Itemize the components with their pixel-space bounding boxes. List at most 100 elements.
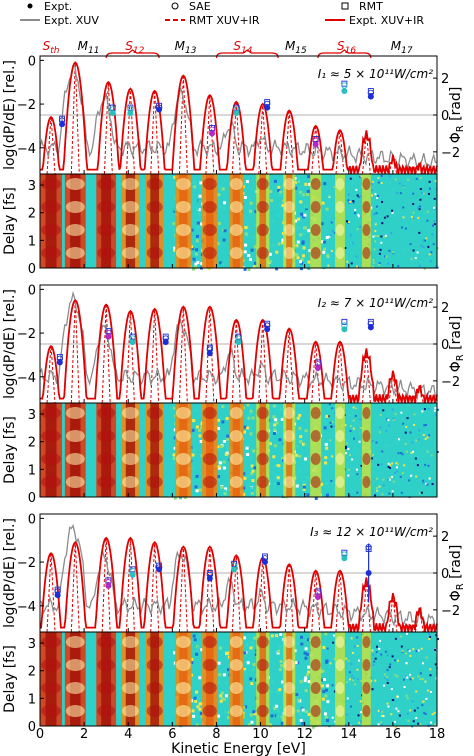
heatmap-noise-cell	[324, 461, 328, 465]
heatmap-noise-cell	[321, 669, 325, 673]
heatmap-noise-cell	[197, 212, 201, 216]
heatmap-oscillation	[175, 705, 191, 717]
legend-label: RMT XUV+IR	[189, 14, 260, 27]
heatmap-noise-cell	[373, 660, 376, 663]
heatmap-noise-cell	[331, 230, 334, 233]
expt-phase-marker	[127, 110, 134, 117]
heatmap-noise-cell	[226, 444, 230, 448]
heatmap-noise-cell	[400, 491, 403, 494]
heatmap-noise-cell	[377, 423, 380, 426]
heatmap-noise-cell	[385, 255, 388, 258]
heatmap-oscillation	[362, 178, 371, 190]
heatmap-noise-cell	[375, 487, 378, 490]
heatmap-noise-cell	[370, 464, 373, 467]
heatmap-noise-cell	[429, 455, 432, 458]
heatmap-oscillation	[121, 407, 139, 419]
heatmap-noise-cell	[352, 200, 355, 203]
heatmap-noise-cell	[391, 698, 394, 701]
heatmap-oscillation	[256, 201, 269, 213]
heatmap-noise-cell	[192, 257, 196, 261]
heatmap-noise-cell	[376, 489, 379, 492]
heatmap-noise-cell	[360, 464, 363, 467]
heatmap-noise-cell	[426, 219, 429, 222]
heatmap-noise-cell	[350, 705, 353, 708]
heatmap-oscillation	[146, 407, 163, 419]
heatmap-noise-cell	[226, 716, 230, 720]
heatmap-noise-cell	[379, 426, 382, 429]
heatmap-noise-cell	[244, 232, 248, 236]
heatmap-noise-cell	[225, 417, 229, 421]
heatmap-noise-cell	[436, 638, 439, 641]
heatmap-oscillation	[256, 682, 269, 694]
heatmap-noise-cell	[216, 267, 220, 271]
heatmap-y-tick-label: 2	[28, 436, 36, 451]
intensity-label: I₂ ≈ 7 × 10¹¹W/cm²	[318, 296, 433, 310]
heatmap-noise-cell	[275, 267, 279, 271]
heatmap-noise-cell	[358, 440, 361, 443]
heatmap-noise-cell	[217, 193, 221, 197]
heatmap-noise-cell	[408, 649, 411, 652]
expt-phase-marker	[314, 593, 321, 600]
heatmap-noise-cell	[222, 201, 226, 205]
heatmap-oscillation	[335, 453, 345, 465]
heatmap-band-core	[101, 403, 112, 497]
heatmap-noise-cell	[406, 676, 409, 679]
heatmap-y-tick-label: 1	[28, 234, 36, 249]
heatmap-oscillation	[175, 178, 191, 190]
heatmap-oscillation	[202, 247, 217, 259]
heatmap-noise-cell	[415, 717, 418, 720]
heatmap-noise-cell	[320, 678, 324, 682]
heatmap-band-core	[150, 632, 160, 726]
heatmap-noise-cell	[247, 723, 251, 727]
heatmap-noise-cell	[321, 457, 325, 461]
heatmap-noise-cell	[326, 647, 329, 650]
heatmap-oscillation	[41, 407, 62, 419]
heatmap-noise-cell	[295, 253, 299, 257]
heatmap-noise-cell	[281, 238, 285, 242]
heatmap-noise-cell	[398, 714, 401, 717]
heatmap-noise-cell	[385, 195, 388, 198]
heatmap-noise-cell	[347, 474, 350, 477]
heatmap-noise-cell	[434, 413, 437, 416]
heatmap-noise-cell	[294, 180, 298, 184]
heatmap-noise-cell	[411, 677, 414, 680]
y-tick-label: 0	[28, 283, 36, 298]
heatmap-noise-cell	[391, 212, 394, 215]
heatmap-noise-cell	[423, 267, 426, 270]
heatmap-noise-cell	[277, 709, 281, 713]
heatmap-noise-cell	[247, 416, 251, 420]
heatmap-oscillation	[97, 430, 116, 442]
heatmap-noise-cell	[377, 709, 380, 712]
heatmap-band-core	[205, 403, 214, 497]
heatmap-noise-cell	[378, 639, 381, 642]
top-label: M15	[285, 39, 307, 56]
heatmap-noise-cell	[273, 482, 277, 486]
heatmap-noise-cell	[271, 243, 275, 247]
heatmap-noise-cell	[243, 250, 247, 254]
heatmap-band-core	[179, 632, 188, 726]
heatmap-noise-cell	[428, 253, 431, 256]
expt-phase-marker	[209, 130, 216, 137]
heatmap-noise-cell	[296, 416, 300, 420]
heatmap-noise-cell	[325, 684, 329, 688]
heatmap-noise-cell	[247, 474, 251, 478]
heatmap-noise-cell	[398, 482, 401, 485]
heatmap-noise-cell	[371, 457, 374, 460]
heatmap-noise-cell	[432, 220, 435, 223]
heatmap-noise-cell	[433, 197, 436, 200]
heatmap-noise-cell	[216, 714, 220, 718]
heatmap-noise-cell	[222, 439, 226, 443]
heatmap-noise-cell	[412, 211, 415, 214]
heatmap-noise-cell	[196, 219, 200, 223]
heatmap-noise-cell	[434, 407, 437, 410]
heatmap-y-tick-label: 1	[28, 692, 36, 707]
heatmap-noise-cell	[218, 448, 222, 452]
heatmap-noise-cell	[306, 192, 310, 196]
heatmap-noise-cell	[299, 200, 303, 204]
heatmap-noise-cell	[391, 408, 394, 411]
heatmap-noise-cell	[425, 697, 428, 700]
heatmap-noise-cell	[197, 488, 201, 492]
heatmap-noise-cell	[194, 699, 198, 703]
heatmap-noise-cell	[421, 677, 424, 680]
heatmap-noise-cell	[408, 479, 411, 482]
